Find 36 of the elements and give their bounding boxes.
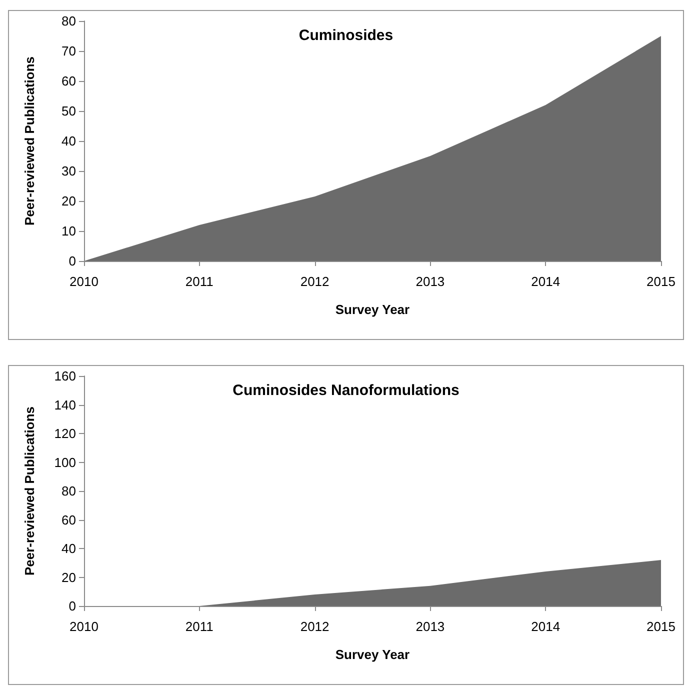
y-tick-label: 70	[62, 44, 76, 58]
x-axis-title: Survey Year	[335, 647, 410, 662]
chart-title: Cuminosides Nanoformulations	[232, 382, 460, 399]
chart-title: Cuminosides	[298, 27, 394, 44]
y-tick-label: 50	[62, 104, 76, 118]
y-tick-label: 80	[62, 484, 76, 498]
x-tick-label: 2011	[185, 619, 214, 634]
y-tick-label: 60	[62, 512, 76, 528]
x-tick-label: 2012	[300, 274, 330, 289]
x-tick-label: 2011	[185, 274, 214, 289]
x-tick-label: 2013	[416, 274, 445, 289]
y-tick-label: 160	[54, 368, 76, 384]
x-axis-title: Survey Year	[335, 302, 410, 317]
x-tick-label: 2015	[646, 619, 676, 634]
y-tick-label: 20	[62, 194, 76, 208]
x-tick-label: 2014	[531, 619, 560, 634]
y-tick-label: 40	[62, 134, 76, 148]
y-tick-label: 10	[62, 224, 76, 238]
y-axis-title: Peer-reviewed Publications	[22, 56, 37, 226]
y-tick-label: 100	[54, 454, 76, 470]
x-tick-label: 2013	[416, 619, 445, 634]
x-tick-label: 2015	[646, 274, 676, 289]
y-tick-label: 30	[62, 164, 76, 178]
y-tick-label: 20	[62, 570, 76, 585]
y-tick-label: 0	[68, 254, 76, 268]
y-axis-title: Peer-reviewed Publications	[22, 406, 37, 576]
x-tick-label: 2012	[300, 619, 330, 634]
y-tick-label: 60	[62, 74, 76, 88]
y-tick-label: 40	[62, 541, 76, 556]
y-tick-label: 0	[68, 598, 76, 614]
y-tick-label: 120	[54, 426, 76, 441]
y-tick-label: 80	[62, 14, 76, 28]
x-tick-label: 2014	[531, 274, 560, 289]
y-tick-label: 140	[54, 397, 76, 412]
x-tick-label: 2010	[70, 274, 98, 289]
x-tick-label: 2010	[70, 619, 98, 634]
